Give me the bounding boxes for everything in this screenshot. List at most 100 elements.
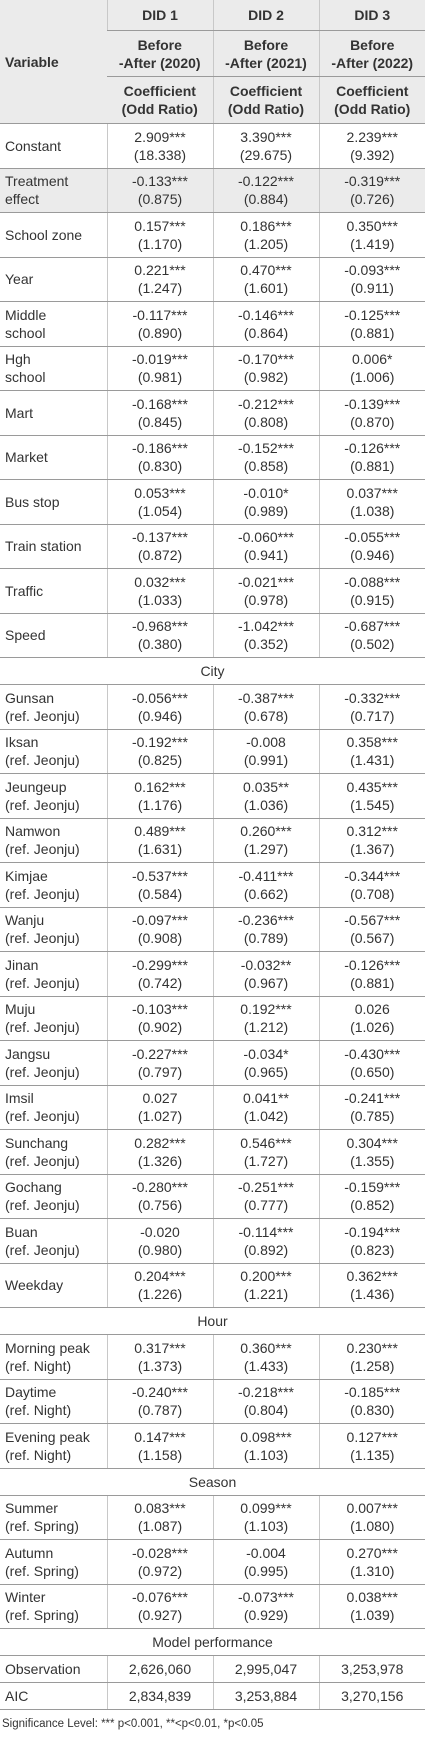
value-cell: -0.028*** (0.972): [106, 1539, 213, 1585]
value-line: (1.205): [243, 235, 289, 252]
table-header: Variable DID 1 DID 2 DID 3 Before -After …: [0, 0, 425, 124]
value-line: (0.881): [350, 974, 395, 991]
value-cell: -0.186*** (0.830): [106, 435, 213, 480]
value-line: 0.038***: [346, 1589, 398, 1606]
value-cell: 0.435*** (1.545): [318, 773, 425, 819]
value-line: (0.502): [350, 636, 395, 653]
value-cell: -0.008 (0.991): [212, 729, 319, 774]
row-label: Bus stop: [0, 479, 107, 525]
data-row: Jangsu (ref. Jeonju) -0.227*** (0.797) -0.03…: [0, 1040, 425, 1086]
value-cell: 0.200*** (1.221): [212, 1263, 319, 1308]
value-line: 0.270***: [346, 1544, 398, 1561]
label-line: Bus stop: [5, 493, 60, 510]
value-line: (1.221): [243, 1286, 289, 1303]
value-cell: 0.032*** (1.033): [106, 568, 213, 614]
value-line: 0.260***: [240, 823, 292, 840]
value-line: -0.332***: [344, 689, 401, 706]
value-line: 0.282***: [134, 1134, 186, 1151]
label-line: Gochang: [5, 1179, 62, 1196]
value-line: (1.080): [350, 1518, 395, 1535]
section-title: Hour: [0, 1307, 425, 1335]
row-label: Mart: [0, 390, 107, 436]
value-cell: -0.137*** (0.872): [106, 524, 213, 569]
value-cell: -0.133*** (0.875): [106, 168, 213, 213]
value-cell: 0.270*** (1.310): [318, 1539, 425, 1585]
value-line: -0.055***: [344, 529, 401, 546]
label-line: Treatment: [5, 173, 69, 190]
model-measure: Coefficient (Odd Ratio): [212, 76, 319, 124]
data-row: Gochang (ref. Jeonju) -0.280*** (0.756) -0.2…: [0, 1174, 425, 1219]
value-line: -0.159***: [344, 1179, 401, 1196]
value-cell: -0.194*** (0.823): [318, 1218, 425, 1264]
value-line: -0.056***: [131, 689, 189, 706]
value-cell: 0.147*** (1.158): [106, 1423, 213, 1469]
label-line: Gunsan: [5, 689, 55, 706]
data-row: Traffic 0.032*** (1.033) -0.021*** (0.978) -0…: [0, 568, 425, 614]
label-line: (ref. Night): [5, 1402, 72, 1419]
value-line: -0.387***: [237, 689, 295, 706]
value-cell: -0.114*** (0.892): [212, 1218, 319, 1264]
value-line: (1.042): [243, 1108, 289, 1125]
model-name: DID 3: [318, 0, 425, 31]
value-line: (0.352): [243, 636, 289, 653]
data-row: Market -0.186*** (0.830) -0.152*** (0.858) -0…: [0, 435, 425, 480]
value-cell: -0.227*** (0.797): [106, 1040, 213, 1086]
value-cell: 0.035** (1.036): [212, 773, 319, 819]
value-line: (1.212): [243, 1019, 289, 1036]
value-line: -0.028***: [131, 1544, 189, 1561]
label-line: (ref. Jeonju): [5, 707, 80, 724]
label-line: Autumn: [5, 1544, 54, 1561]
value-line: 0.489***: [134, 823, 186, 840]
label-line: (ref. Night): [5, 1446, 72, 1463]
value-line: (0.929): [243, 1607, 289, 1624]
data-row: Muju (ref. Jeonju) -0.103*** (0.902) 0.192**…: [0, 996, 425, 1041]
value-line: (0.742): [137, 974, 183, 991]
value-line: (0.981): [137, 369, 183, 386]
value-line: -0.126***: [344, 440, 401, 457]
value-line: (0.756): [137, 1197, 183, 1214]
label-line: Middle: [5, 306, 47, 323]
value-line: (0.808): [243, 413, 289, 430]
value-cell: 0.162*** (1.176): [106, 773, 213, 819]
measure-line: (Odd Ratio): [334, 101, 411, 117]
value-cell: -0.020 (0.980): [106, 1218, 213, 1264]
value-line: (0.717): [350, 707, 395, 724]
value-line: (1.103): [243, 1518, 289, 1535]
row-label: Gunsan (ref. Jeonju): [0, 684, 107, 730]
row-label: Train station: [0, 524, 107, 569]
value-cell: -0.117*** (0.890): [106, 301, 213, 347]
data-row: Sunchang (ref. Jeonju) 0.282*** (1.326) 0.54…: [0, 1129, 425, 1175]
value-line: 0.317***: [134, 1339, 186, 1356]
value-line: 0.032***: [134, 573, 186, 590]
value-line: -0.020: [140, 1223, 180, 1240]
value-cell: -0.212*** (0.808): [212, 390, 319, 436]
value-line: 0.083***: [134, 1500, 186, 1517]
value-line: -0.008: [246, 734, 286, 751]
value-line: 0.362***: [346, 1268, 398, 1285]
label-line: Summer: [5, 1500, 58, 1517]
value-line: -0.537***: [131, 867, 189, 884]
value-cell: 0.099*** (1.103): [212, 1495, 319, 1540]
data-row: Summer (ref. Spring) 0.083*** (1.087) 0.099*…: [0, 1495, 425, 1540]
value-cell: 0.098*** (1.103): [212, 1423, 319, 1469]
value-line: (0.911): [350, 280, 394, 297]
value-line: -0.411***: [238, 867, 294, 884]
data-row: Mart -0.168*** (0.845) -0.212*** (0.808) -0.1…: [0, 390, 425, 436]
footnote: Significance Level: *** p<0.001, **<p<0.…: [2, 1718, 264, 1730]
value-line: 0.200***: [240, 1268, 292, 1285]
measure-line: (Odd Ratio): [227, 101, 305, 117]
value-line: -0.192***: [131, 734, 189, 751]
value-line: -0.019***: [131, 351, 189, 368]
label-line: Year: [5, 271, 34, 288]
value-line: (1.727): [243, 1152, 289, 1169]
value-cell: 2.909*** (18.338): [106, 123, 213, 169]
row-label: Treatment effect: [0, 168, 107, 213]
value-line: -0.137***: [131, 529, 189, 546]
value-line: -0.170***: [237, 351, 295, 368]
section-row: City: [0, 657, 425, 685]
value-cell: -0.567*** (0.567): [318, 907, 425, 952]
value-cell: -0.968*** (0.380): [106, 613, 213, 658]
data-row: Namwon (ref. Jeonju) 0.489*** (1.631) 0.260*…: [0, 818, 425, 863]
row-label: Weekday: [0, 1263, 107, 1308]
